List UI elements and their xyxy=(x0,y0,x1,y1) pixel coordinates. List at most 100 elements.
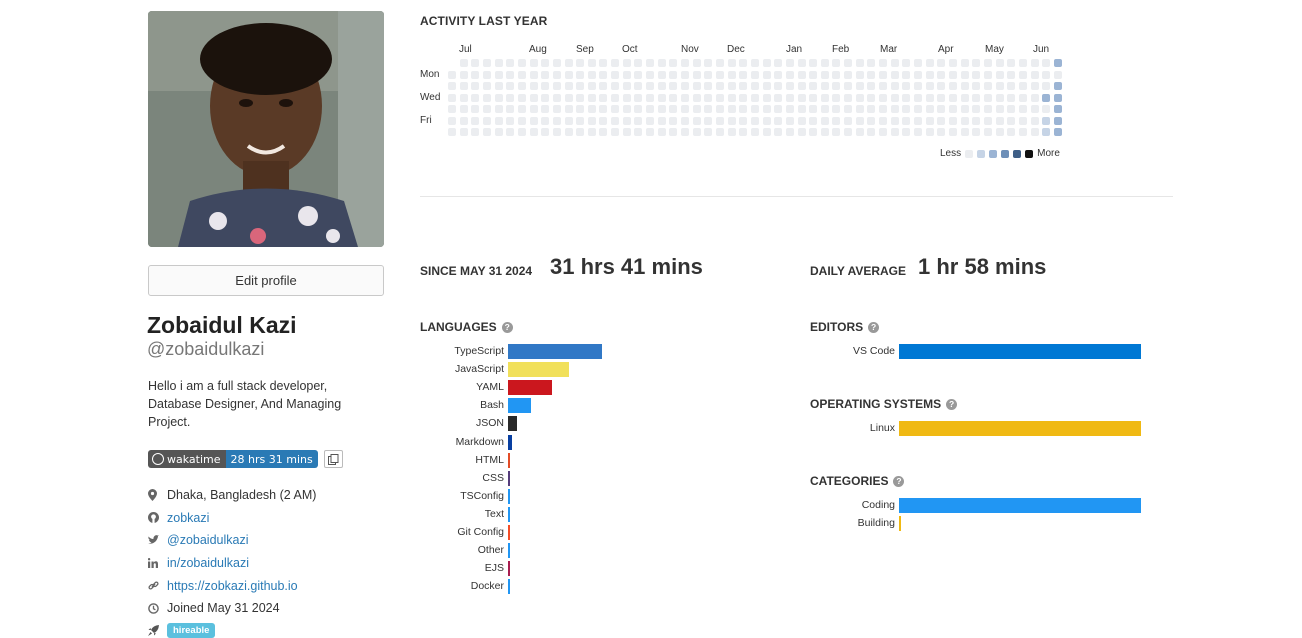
heatmap-cell[interactable] xyxy=(494,105,503,113)
heatmap-cell[interactable] xyxy=(634,128,643,136)
heatmap-cell[interactable] xyxy=(611,128,620,136)
heatmap-cell[interactable] xyxy=(809,128,818,136)
heatmap-cell[interactable] xyxy=(1053,105,1062,113)
heatmap-cell[interactable] xyxy=(937,93,946,102)
heatmap-cell[interactable] xyxy=(482,70,491,79)
heatmap-cell[interactable] xyxy=(750,93,759,102)
heatmap-cell[interactable] xyxy=(785,59,794,67)
heatmap-cell[interactable] xyxy=(564,82,573,90)
heatmap-cell[interactable] xyxy=(552,116,561,125)
heatmap-cell[interactable] xyxy=(785,70,794,79)
heatmap-cell[interactable] xyxy=(681,70,689,79)
heatmap-cell[interactable] xyxy=(995,128,1004,136)
heatmap-cell[interactable] xyxy=(727,82,736,90)
heatmap-cell[interactable] xyxy=(960,116,969,125)
heatmap-cell[interactable] xyxy=(832,82,841,90)
heatmap-cell[interactable] xyxy=(552,70,561,79)
heatmap-cell[interactable] xyxy=(704,116,713,125)
heatmap-cell[interactable] xyxy=(902,128,911,136)
heatmap-cell[interactable] xyxy=(1053,93,1062,102)
heatmap-cell[interactable] xyxy=(611,93,620,102)
heatmap-cell[interactable] xyxy=(646,70,655,79)
heatmap-cell[interactable] xyxy=(855,70,864,79)
heatmap-cell[interactable] xyxy=(576,70,585,79)
heatmap-cell[interactable] xyxy=(890,116,899,125)
heatmap-cell[interactable] xyxy=(774,105,783,113)
heatmap-cell[interactable] xyxy=(785,105,794,113)
heatmap-cell[interactable] xyxy=(914,128,922,136)
heatmap-cell[interactable] xyxy=(809,93,818,102)
heatmap-cell[interactable] xyxy=(692,82,701,90)
heatmap-cell[interactable] xyxy=(762,59,771,67)
heatmap-cell[interactable] xyxy=(739,70,748,79)
heatmap-cell[interactable] xyxy=(634,93,643,102)
heatmap-cell[interactable] xyxy=(890,59,899,67)
heatmap-cell[interactable] xyxy=(948,93,957,102)
heatmap-cell[interactable] xyxy=(669,59,678,67)
heatmap-cell[interactable] xyxy=(972,93,981,102)
heatmap-cell[interactable] xyxy=(809,116,818,125)
heatmap-cell[interactable] xyxy=(611,59,620,67)
heatmap-cell[interactable] xyxy=(1053,82,1062,90)
heatmap-cell[interactable] xyxy=(774,82,783,90)
heatmap-cell[interactable] xyxy=(622,105,631,113)
heatmap-cell[interactable] xyxy=(704,59,713,67)
heatmap-cell[interactable] xyxy=(948,82,957,90)
heatmap-cell[interactable] xyxy=(471,105,480,113)
heatmap-cell[interactable] xyxy=(820,116,829,125)
heatmap-cell[interactable] xyxy=(552,128,561,136)
heatmap-cell[interactable] xyxy=(727,128,736,136)
heatmap-cell[interactable] xyxy=(587,82,596,90)
heatmap-cell[interactable] xyxy=(448,70,456,79)
heatmap-cell[interactable] xyxy=(622,93,631,102)
heatmap-cell[interactable] xyxy=(750,105,759,113)
heatmap-cell[interactable] xyxy=(972,70,981,79)
heatmap-cell[interactable] xyxy=(809,70,818,79)
heatmap-cell[interactable] xyxy=(611,116,620,125)
heatmap-cell[interactable] xyxy=(739,82,748,90)
heatmap-cell[interactable] xyxy=(517,116,526,125)
heatmap-cell[interactable] xyxy=(785,128,794,136)
heatmap-cell[interactable] xyxy=(587,59,596,67)
heatmap-cell[interactable] xyxy=(1007,116,1016,125)
heatmap-cell[interactable] xyxy=(482,59,491,67)
heatmap-cell[interactable] xyxy=(995,70,1004,79)
heatmap-cell[interactable] xyxy=(750,128,759,136)
heatmap-cell[interactable] xyxy=(855,128,864,136)
heatmap-cell[interactable] xyxy=(1030,70,1039,79)
heatmap-cell[interactable] xyxy=(541,70,550,79)
heatmap-cell[interactable] xyxy=(669,116,678,125)
heatmap-cell[interactable] xyxy=(541,82,550,90)
heatmap-cell[interactable] xyxy=(797,59,806,67)
heatmap-cell[interactable] xyxy=(587,128,596,136)
heatmap-cell[interactable] xyxy=(494,116,503,125)
heatmap-cell[interactable] xyxy=(937,59,946,67)
heatmap-cell[interactable] xyxy=(459,93,468,102)
heatmap-cell[interactable] xyxy=(622,82,631,90)
heatmap-cell[interactable] xyxy=(774,93,783,102)
heatmap-cell[interactable] xyxy=(529,59,538,67)
heatmap-cell[interactable] xyxy=(902,105,911,113)
heatmap-cell[interactable] xyxy=(576,128,585,136)
heatmap-cell[interactable] xyxy=(832,105,841,113)
heatmap-cell[interactable] xyxy=(599,59,608,67)
heatmap-cell[interactable] xyxy=(541,105,550,113)
heatmap-cell[interactable] xyxy=(681,116,689,125)
heatmap-cell[interactable] xyxy=(739,105,748,113)
heatmap-cell[interactable] xyxy=(774,116,783,125)
heatmap-cell[interactable] xyxy=(506,116,515,125)
heatmap-cell[interactable] xyxy=(704,128,713,136)
heatmap-cell[interactable] xyxy=(576,105,585,113)
heatmap-cell[interactable] xyxy=(541,128,550,136)
heatmap-cell[interactable] xyxy=(657,59,666,67)
heatmap-cell[interactable] xyxy=(855,93,864,102)
heatmap-cell[interactable] xyxy=(983,93,992,102)
heatmap-cell[interactable] xyxy=(564,128,573,136)
heatmap-cell[interactable] xyxy=(867,82,876,90)
heatmap-cell[interactable] xyxy=(867,116,876,125)
heatmap-cell[interactable] xyxy=(692,105,701,113)
heatmap-cell[interactable] xyxy=(890,128,899,136)
heatmap-cell[interactable] xyxy=(902,116,911,125)
heatmap-cell[interactable] xyxy=(517,128,526,136)
heatmap-cell[interactable] xyxy=(657,105,666,113)
